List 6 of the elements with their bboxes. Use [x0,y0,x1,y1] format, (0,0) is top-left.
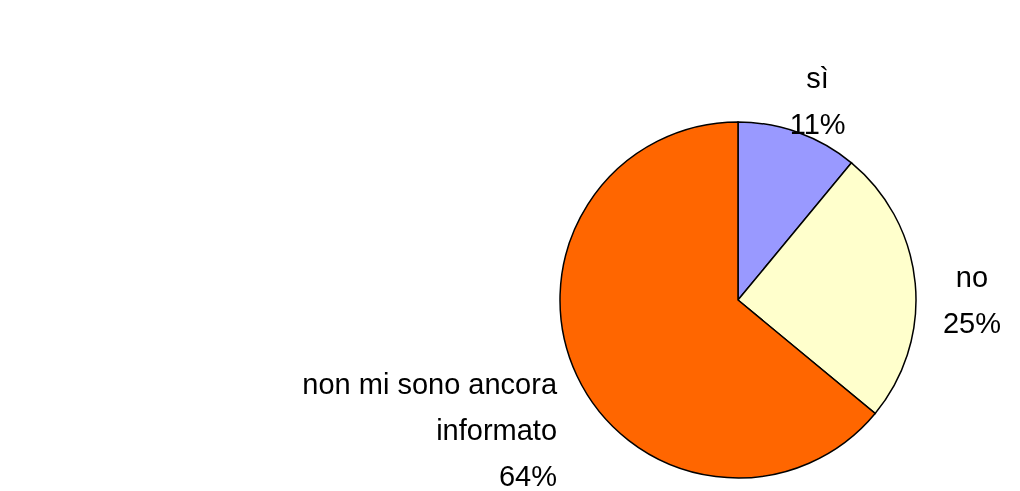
data-label: 25% [942,306,1001,339]
data-label: 11% [789,107,846,140]
slice-label: sì [806,61,829,94]
slice-label: non mi sono ancora informato [302,368,558,447]
data-label: 64% [498,460,558,491]
slice-label: no [955,260,989,293]
